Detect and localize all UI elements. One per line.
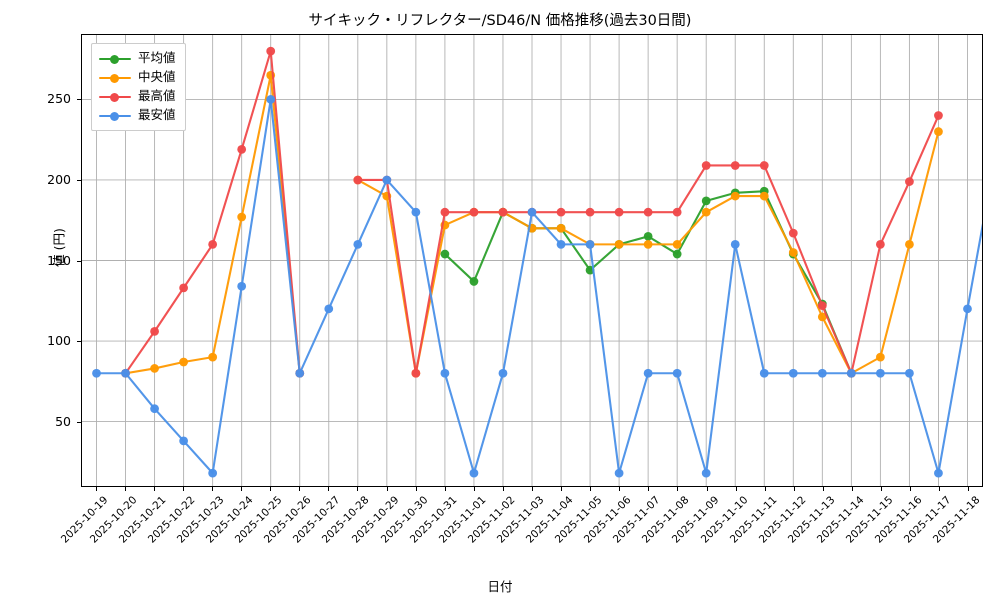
legend-label: 最安値 [138,107,176,123]
legend-swatch-icon [99,110,131,122]
x-tick-mark [124,487,126,491]
x-tick-mark [852,487,854,491]
x-tick-mark [822,487,824,491]
x-tick-mark [444,487,446,491]
x-tick-mark [357,487,359,491]
plot-area [81,34,983,487]
x-tick-mark [270,487,272,491]
x-tick-mark [648,487,650,491]
x-tick-mark [881,487,883,491]
legend-swatch-icon [99,53,131,65]
y-tick-mark [77,98,81,100]
y-tick-label: 100 [47,333,71,349]
x-tick-mark [706,487,708,491]
y-tick-label: 250 [47,90,71,106]
x-tick-mark [561,487,563,491]
legend-label: 中央値 [138,69,176,85]
legend-swatch-icon [99,72,131,84]
x-tick-mark [415,487,417,491]
x-tick-mark [939,487,941,491]
x-tick-mark [910,487,912,491]
x-tick-mark [502,487,504,491]
x-tick-mark [532,487,533,491]
y-tick-mark [77,260,81,262]
x-tick-mark [211,487,213,491]
x-tick-mark [386,487,388,491]
y-tick-mark [77,179,81,181]
x-tick-mark [299,487,301,491]
legend-label: 平均値 [138,50,176,66]
y-tick-label: 200 [47,171,71,187]
x-tick-mark [619,487,621,491]
y-tick-label: 150 [47,252,71,268]
chart-title: サイキック・リフレクター/SD46/N 価格推移(過去30日間) [308,13,692,29]
y-axis-label: 値 (円) [51,228,67,267]
legend-item-2: 最高値 [99,87,176,106]
x-tick-mark [328,487,330,491]
x-tick-mark [241,487,243,491]
legend-item-0: 平均値 [99,49,176,68]
x-axis-label: 日付 [487,579,513,594]
x-tick-mark [182,487,184,491]
gridlines [82,35,982,486]
series-lines [92,46,982,478]
x-tick-mark [764,487,766,491]
x-tick-mark [968,487,970,491]
x-tick-mark [793,487,795,491]
y-tick-mark [77,341,81,343]
x-tick-mark [473,487,475,491]
legend-item-3: 最安値 [99,106,176,125]
y-tick-label: 50 [55,414,71,430]
y-tick-mark [77,422,81,424]
x-tick-mark [153,487,155,491]
x-tick-mark [677,487,679,491]
chart-legend: 平均値中央値最高値最安値 [91,43,186,131]
legend-label: 最高値 [138,88,176,104]
legend-swatch-icon [99,91,131,103]
x-tick-mark [95,487,97,491]
legend-item-1: 中央値 [99,68,176,87]
x-tick-mark [590,487,592,491]
x-tick-mark [735,487,737,491]
